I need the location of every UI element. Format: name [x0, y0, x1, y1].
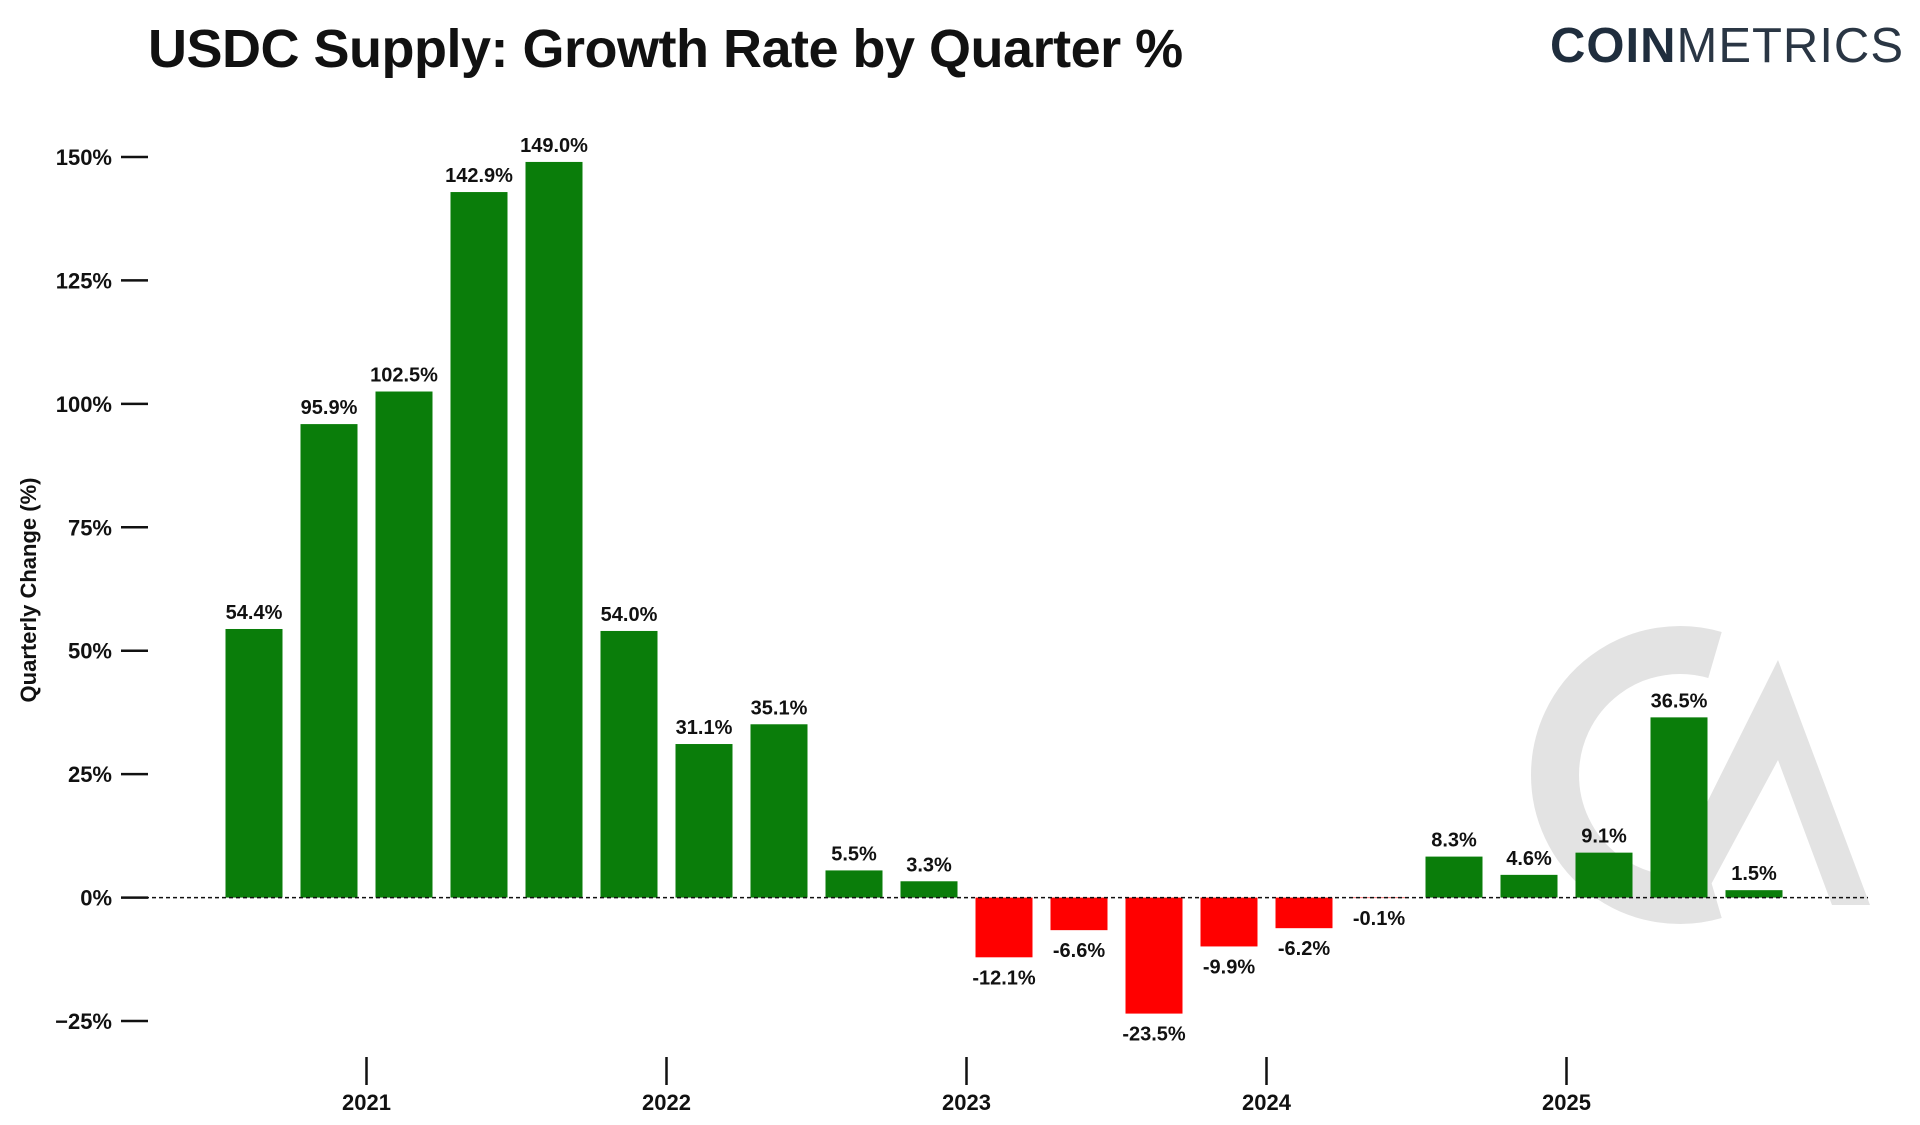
bar-data-label: -0.1% — [1353, 908, 1405, 930]
bar-data-label: 142.9% — [445, 165, 513, 187]
bar-data-label: 5.5% — [831, 843, 877, 865]
x-tick-label-2021: 2021 — [342, 1090, 391, 1115]
bar-q4-2021 — [600, 630, 658, 898]
bar-q2-2022 — [750, 724, 808, 898]
bar-data-label: 1.5% — [1731, 863, 1777, 885]
bar-data-label: 9.1% — [1581, 826, 1627, 848]
x-tick-label-2023: 2023 — [942, 1090, 991, 1115]
cm-watermark-logo — [1531, 626, 1870, 924]
bar-data-label: -23.5% — [1122, 1024, 1186, 1046]
data-labels: 54.4% 95.9% 102.5% 142.9% 149.0% 54.0% 31.1% 35… — [226, 135, 1777, 1046]
bar-q4-2020 — [300, 424, 358, 898]
bar-data-label: 95.9% — [301, 397, 358, 419]
bar-q1-2025 — [1575, 852, 1633, 898]
y-tick-label: 0% — [80, 886, 112, 911]
y-axis: −25% 0% 25% 50% 75% 100% 125% 150% — [55, 145, 148, 1034]
bar-q3-2021 — [525, 161, 583, 898]
bar-q1-2023 — [975, 897, 1033, 958]
bar-q3-2024 — [1425, 856, 1483, 898]
bar-data-label: 3.3% — [906, 854, 952, 876]
y-tick-label: 150% — [56, 145, 112, 170]
bar-series — [225, 161, 1783, 1014]
x-tick-label-2022: 2022 — [642, 1090, 691, 1115]
chart-title: USDC Supply: Growth Rate by Quarter % — [148, 19, 1183, 79]
y-tick-label: 100% — [56, 392, 112, 417]
bar-data-label: -12.1% — [972, 967, 1036, 989]
brand-bold: COIN — [1550, 19, 1677, 73]
bar-data-label: -6.2% — [1278, 938, 1330, 960]
bar-q3-2020 — [225, 628, 283, 898]
bar-data-label: 4.6% — [1506, 848, 1552, 870]
bar-data-label: 35.1% — [751, 697, 808, 719]
bar-data-label: -6.6% — [1053, 940, 1105, 962]
bar-data-label: 54.4% — [226, 602, 283, 624]
bar-data-label: 8.3% — [1431, 830, 1477, 852]
bar-q4-2022 — [900, 881, 958, 898]
bar-q3-2023 — [1125, 897, 1183, 1014]
bar-q2-2023 — [1050, 897, 1108, 931]
bar-data-label: 31.1% — [676, 717, 733, 739]
bar-data-label: 36.5% — [1651, 690, 1708, 712]
y-axis-title: Quarterly Change (%) — [16, 478, 41, 703]
y-tick-label: 75% — [68, 515, 112, 540]
bar-q4-2023 — [1200, 897, 1258, 947]
bar-q4-2024 — [1500, 874, 1558, 898]
bar-q2-2021 — [450, 192, 508, 898]
y-tick-label: 125% — [56, 268, 112, 293]
bar-q1-2024 — [1275, 897, 1333, 929]
x-tick-label-2024: 2024 — [1242, 1090, 1292, 1115]
bar-data-label: -9.9% — [1203, 956, 1255, 978]
y-tick-label: 25% — [68, 762, 112, 787]
bar-q3-2025 — [1725, 890, 1783, 898]
bar-q3-2022 — [825, 870, 883, 898]
coinmetrics-logo: COINMETRICS — [1550, 18, 1904, 74]
y-tick-label: −25% — [55, 1009, 112, 1034]
bar-data-label: 102.5% — [370, 365, 438, 387]
brand-light: METRICS — [1676, 19, 1904, 73]
bar-q1-2022 — [675, 744, 733, 898]
bar-q2-2025 — [1650, 717, 1708, 898]
bar-data-label: 54.0% — [601, 604, 658, 626]
y-tick-label: 50% — [68, 639, 112, 664]
bar-data-label: 149.0% — [520, 135, 588, 157]
x-axis: 2021 2022 2023 2024 2025 — [342, 1057, 1591, 1115]
bar-q1-2021 — [375, 391, 433, 898]
x-tick-label-2025: 2025 — [1542, 1090, 1591, 1115]
